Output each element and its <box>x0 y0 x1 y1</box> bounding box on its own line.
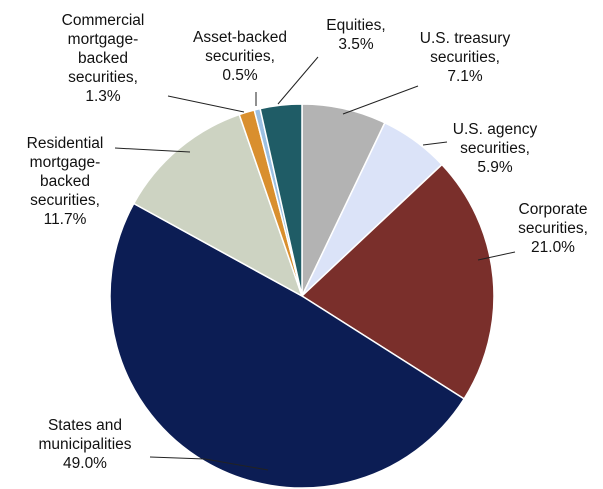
slice-label-line: Commercial <box>62 12 145 29</box>
slice-label-line: 1.3% <box>85 88 121 105</box>
slice-label-line: States and <box>48 417 122 434</box>
slice-label-line: securities, <box>430 49 500 66</box>
slice-label: Equities, 3.5% <box>326 17 385 53</box>
slice-label-line: U.S. agency <box>453 121 538 138</box>
slice-label-line: Corporate <box>519 201 588 218</box>
slice-label: Asset-backed securities, 0.5% <box>193 29 287 84</box>
slice-label-line: 0.5% <box>222 67 258 84</box>
leader-line <box>277 56 319 105</box>
leader-line <box>477 251 516 261</box>
pie-slice <box>109 202 466 489</box>
slice-label-line: mortgage- <box>68 31 139 48</box>
slice-label: Commercial mortgage-backed securities, 1.3% <box>62 12 145 105</box>
slice-label-line: municipalities <box>38 436 131 453</box>
leader-lines <box>114 56 516 471</box>
leader-line <box>167 95 245 113</box>
slice-label-line: U.S. treasury <box>420 30 511 47</box>
slice-label-line: 11.7% <box>44 211 87 228</box>
slice-label-line: securities, <box>30 192 100 209</box>
slice-label-line: backed <box>40 173 90 190</box>
slice-label-line: securities, <box>518 220 588 237</box>
slice-label: Residential mortgage-backed securities, 11.… <box>27 135 104 228</box>
slice-label-line: 3.5% <box>338 36 374 53</box>
slice-labels: U.S. treasury securities, 7.1% U.S. agency s… <box>27 12 588 472</box>
pie-slices <box>109 103 495 489</box>
slice-label-line: mortgage- <box>30 154 101 171</box>
slice-label-line: securities, <box>460 140 530 157</box>
slice-label-line: 5.9% <box>477 159 513 176</box>
slice-label-line: 21.0% <box>531 239 575 256</box>
leader-line <box>342 85 419 115</box>
slice-label: U.S. treasury securities, 7.1% <box>420 30 511 85</box>
leader-line <box>149 456 269 471</box>
slice-label: States and municipalities 49.0% <box>38 417 131 472</box>
slice-label-line: backed <box>78 50 128 67</box>
slice-label: U.S. agency securities, 5.9% <box>453 121 538 176</box>
slice-label-line: 49.0% <box>63 455 107 472</box>
slice-label-line: Equities, <box>326 17 385 34</box>
leader-line <box>114 147 191 153</box>
slice-label-line: Asset-backed <box>193 29 287 46</box>
pie-slice <box>300 163 495 400</box>
slice-label: Corporate securities, 21.0% <box>518 201 588 256</box>
slice-label-line: Residential <box>27 135 104 152</box>
pie-slice <box>259 103 303 297</box>
leader-line <box>422 141 448 146</box>
slice-label-line: securities, <box>205 48 275 65</box>
pie-slice <box>132 113 304 298</box>
slice-label-line: securities, <box>68 69 138 86</box>
slice-label-line: 7.1% <box>447 68 483 85</box>
